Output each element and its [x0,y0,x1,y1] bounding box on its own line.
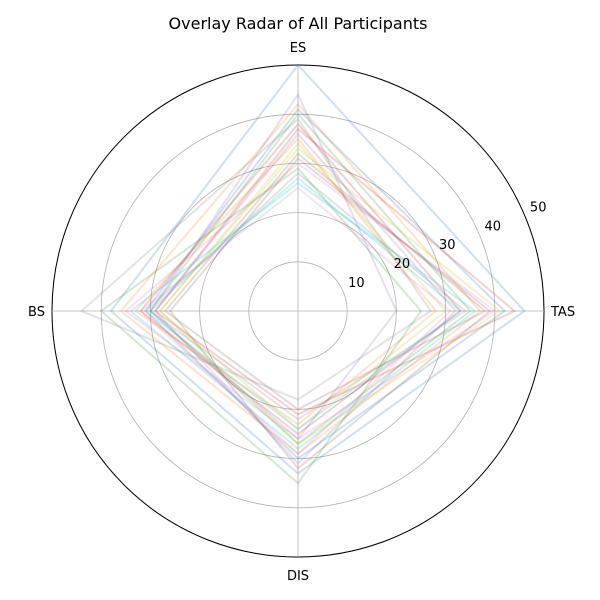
series-layer [79,63,526,485]
series-polygon [79,117,433,401]
chart-title: Overlay Radar of All Participants [169,14,428,33]
series-polygon [149,112,472,446]
series-polygon [163,152,487,411]
series-polygon [168,157,492,470]
radial-tick-label: 50 [530,201,547,216]
series-polygon [143,176,463,431]
label-layer: ES TAS DIS BS 10 20 30 40 50 [28,41,575,584]
axis-label-dis: DIS [287,569,309,584]
series-polygon [148,171,467,421]
series-polygon [129,181,477,451]
series-polygon [144,107,507,460]
series-polygon [158,142,448,431]
series-polygon [119,102,482,455]
series-polygon [109,63,526,475]
series-polygon [153,127,517,416]
series-polygon [124,162,497,441]
series-polygon [134,137,438,426]
series-polygon [139,186,453,456]
grid-layer [51,64,545,558]
axis-label-tas: TAS [550,305,575,320]
radial-tick-label: 10 [348,276,365,291]
series-polygon [139,122,462,436]
series-polygon [153,132,457,465]
series-polygon [158,147,502,446]
axis-label-es: ES [290,41,306,56]
series-polygon [99,166,423,485]
axis-label-bs: BS [28,305,45,320]
series-polygon [149,92,398,441]
radial-tick-label: 20 [394,257,411,272]
radial-tick-label: 40 [484,219,501,234]
radial-tick-label: 30 [439,238,456,253]
